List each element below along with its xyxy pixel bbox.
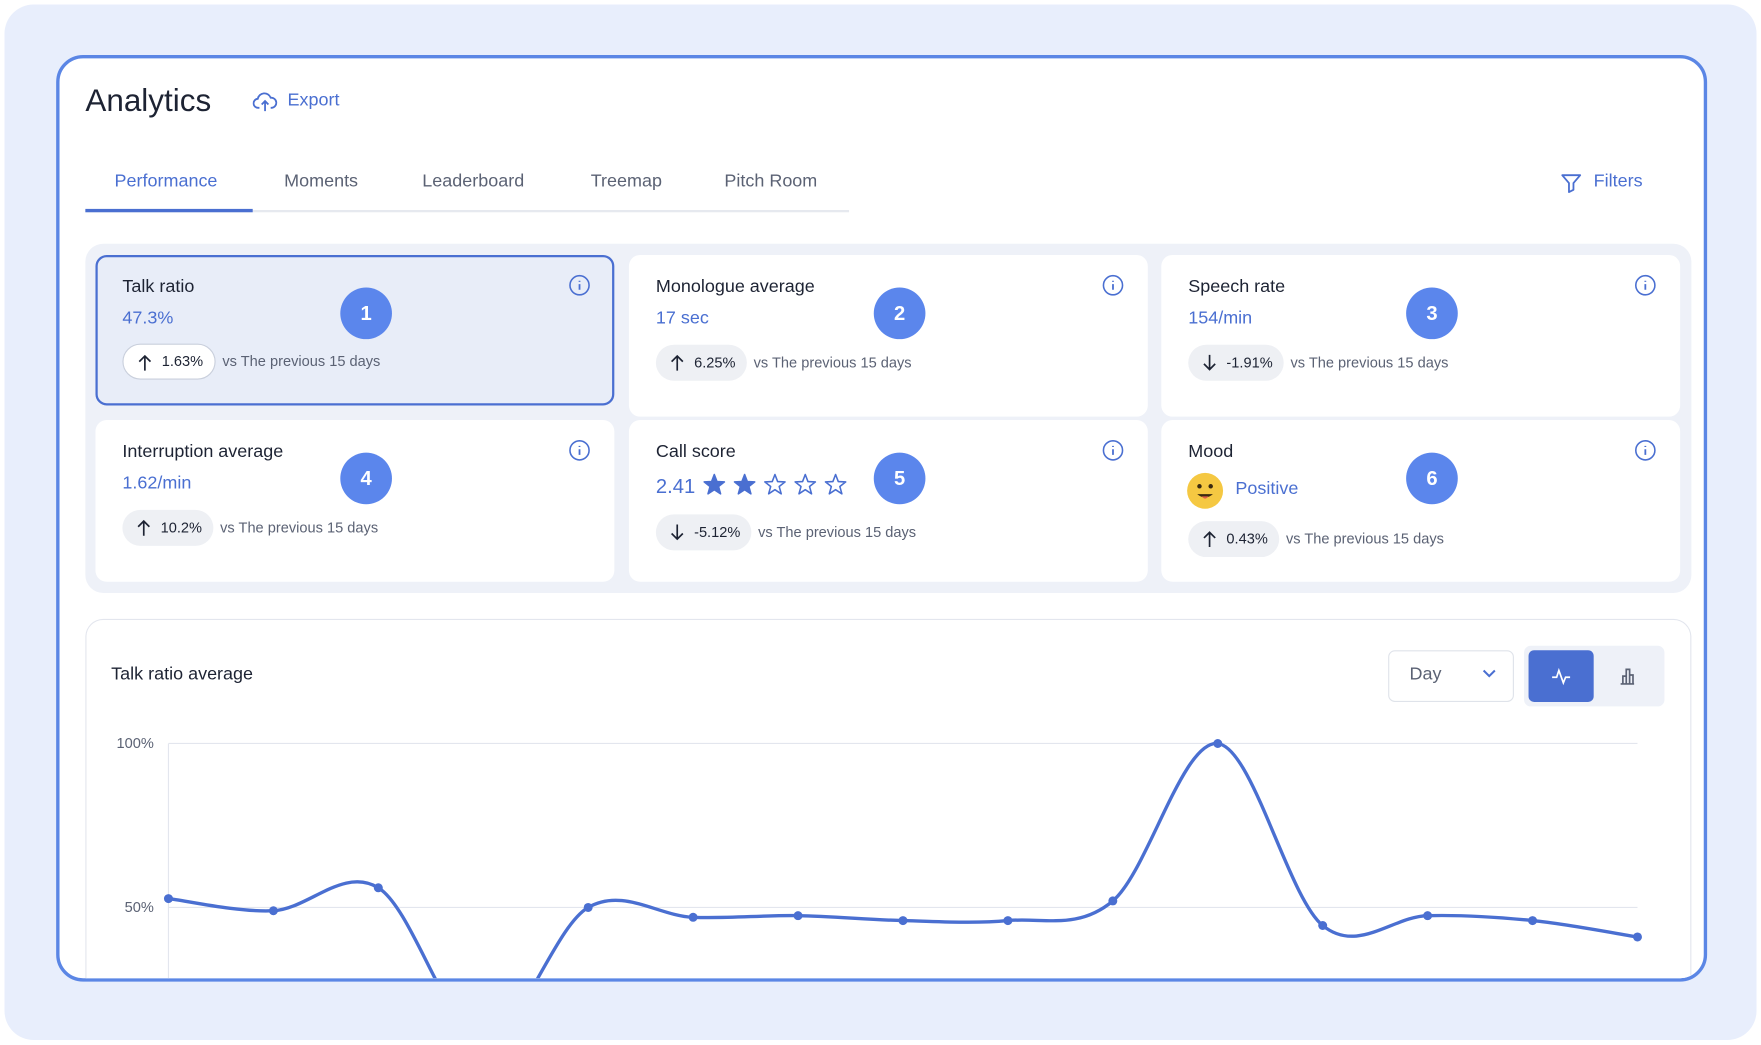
marker-badge: 6 [1406, 452, 1458, 505]
trend-arrow [671, 354, 684, 371]
metric-title: Interruption average [122, 442, 284, 462]
info-icon[interactable] [1634, 274, 1656, 296]
mood-emoji [1187, 472, 1224, 509]
trend-arrow [671, 524, 684, 541]
data-point [163, 894, 173, 904]
change-pill: -1.91% [1188, 344, 1284, 381]
comparison-text: vs The previous 15 days [220, 518, 379, 536]
trend-arrow [1203, 531, 1216, 547]
metric-card[interactable]: Talk ratio 47.3% 1 1.63% vs The previous 15 … [95, 254, 615, 406]
data-point [268, 906, 278, 916]
line-icon [1552, 667, 1571, 686]
page-title: Analytics [85, 83, 212, 118]
data-point [1423, 911, 1433, 921]
tab-rule [85, 210, 850, 213]
change-pill: 6.25% [655, 344, 747, 381]
export-button[interactable]: Export [287, 90, 340, 111]
data-point [1108, 896, 1118, 906]
metric-title: Mood [1188, 442, 1234, 462]
filters-button[interactable]: Filters [1593, 171, 1643, 191]
tab[interactable]: Pitch Room [724, 171, 818, 191]
metric-value: 47.3% [122, 308, 174, 328]
data-point [1528, 916, 1538, 926]
metric-value: 17 sec [655, 308, 709, 328]
data-point [1632, 932, 1642, 942]
change-pill: 1.63% [122, 343, 216, 380]
tab[interactable]: Performance [114, 171, 218, 191]
y-tick-label: 50% [125, 900, 154, 916]
marker-badge: 3 [1406, 287, 1458, 340]
comparison-text: vs The previous 15 days [753, 353, 912, 371]
metric-title: Call score [655, 442, 736, 462]
period-dropdown[interactable] [1388, 650, 1514, 702]
metric-title: Monologue average [655, 277, 815, 297]
info-icon[interactable] [1634, 439, 1656, 461]
chart-title: Talk ratio average [111, 664, 254, 684]
star-rating [703, 473, 847, 495]
metric-card[interactable]: Call score 2.41 5 -5.12% vs The previous 15 … [628, 420, 1148, 582]
data-point [688, 912, 698, 922]
series-line [168, 741, 1638, 979]
bar-chart-button[interactable] [1617, 666, 1637, 686]
metric-value: 1.62/min [122, 473, 192, 494]
data-point [1003, 916, 1013, 926]
trend-arrow [1203, 354, 1216, 371]
info-icon[interactable] [1102, 439, 1124, 461]
tab[interactable]: Treemap [590, 171, 662, 191]
data-point [373, 883, 383, 893]
line-chart: 50% 100% [117, 736, 1642, 979]
info-icon[interactable] [1102, 274, 1124, 296]
metric-card[interactable]: Mood Positive 6 0.43% vs The previous 15 day… [1161, 420, 1681, 582]
change-pill: 0.43% [1188, 521, 1280, 558]
data-point [1213, 738, 1223, 748]
metric-card[interactable]: Monologue average 17 sec 2 6.25% vs The prev… [628, 254, 1148, 417]
info-icon[interactable] [568, 439, 590, 461]
data-point [898, 916, 908, 926]
metric-value: 154/min [1188, 308, 1253, 328]
comparison-text: vs The previous 15 days [222, 352, 381, 370]
metric-card[interactable]: Speech rate 154/min 3 -1.91% vs The previous… [1161, 254, 1681, 417]
trend-arrow [138, 354, 152, 371]
metric-value: 2.41 [655, 475, 696, 498]
tab[interactable]: Leaderboard [422, 171, 525, 191]
analytics-panel: Analytics Export Filters Talk ratio aver… [56, 55, 1708, 982]
metric-title: Speech rate [1188, 277, 1286, 297]
dropdown-chevron [1482, 669, 1496, 678]
data-point [583, 902, 593, 912]
info-icon[interactable] [568, 274, 590, 296]
comparison-text: vs The previous 15 days [758, 523, 917, 541]
filter-icon[interactable] [1560, 172, 1582, 194]
change-pill: 10.2% [122, 509, 214, 546]
marker-badge: 2 [873, 287, 926, 340]
comparison-text: vs The previous 15 days [1290, 353, 1449, 371]
export-icon[interactable] [252, 91, 278, 113]
comparison-text: vs The previous 15 days [1285, 530, 1444, 547]
metric-title: Talk ratio [122, 277, 195, 297]
y-tick-label: 100% [117, 736, 154, 752]
trend-arrow [137, 519, 150, 536]
active-tab-underline [85, 208, 253, 213]
tab[interactable]: Moments [284, 171, 359, 191]
data-point [1318, 921, 1328, 930]
period-value[interactable]: Day [1409, 664, 1442, 684]
data-point [793, 911, 803, 921]
marker-badge: 1 [340, 287, 392, 340]
metric-value: Positive [1235, 479, 1299, 499]
change-pill: -5.12% [655, 514, 752, 551]
marker-badge: 4 [340, 452, 392, 505]
metric-card[interactable]: Interruption average 1.62/min 4 10.2% vs The… [95, 420, 615, 582]
marker-badge: 5 [873, 452, 926, 505]
